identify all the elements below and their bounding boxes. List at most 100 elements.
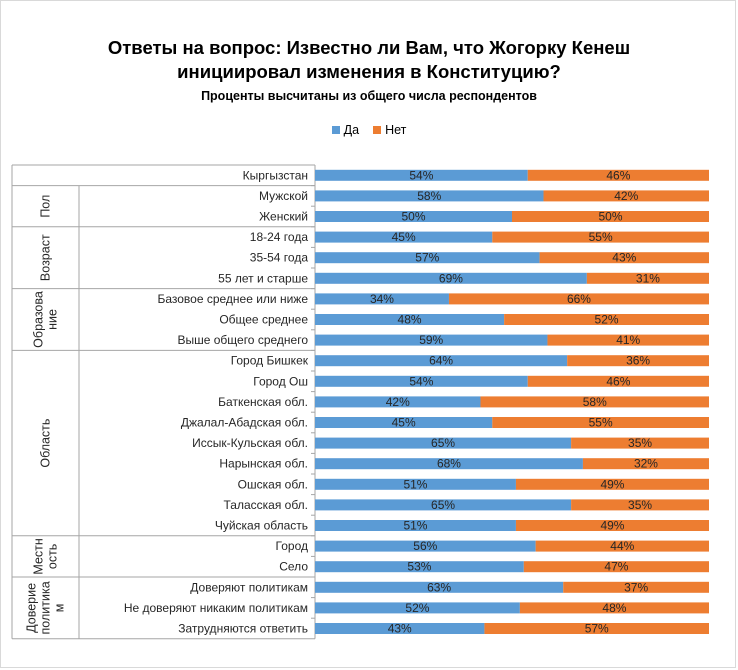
bar-no [547,334,709,346]
data-label-yes: 54% [409,168,433,182]
data-label-no: 35% [628,436,652,450]
data-label-no: 55% [589,230,613,244]
bar-yes [315,211,512,222]
data-label-no: 57% [585,622,609,636]
data-label-yes: 52% [405,601,429,615]
legend-item-no: Нет [373,123,406,137]
category-label: 18-24 года [250,230,309,244]
data-label-yes: 65% [431,436,455,450]
data-label-yes: 45% [392,230,416,244]
legend-label-yes: Да [343,123,360,137]
data-label-yes: 51% [403,519,427,533]
data-label-no: 36% [626,354,650,368]
data-label-yes: 57% [415,251,439,265]
data-label-yes: 68% [437,457,461,471]
bar-no [571,499,709,511]
data-label-yes: 48% [398,313,422,327]
legend-swatch-yes [331,126,340,134]
category-label: Баткенская обл. [218,395,308,409]
category-label: 55 лет и старше [218,271,308,285]
legend: Да Нет [0,123,738,137]
bar-no [515,520,709,531]
category-label: Общее среднее [219,313,308,327]
data-label-yes: 42% [386,395,410,409]
bar-yes [315,293,449,305]
data-label-yes: 64% [429,354,453,368]
data-label-yes: 63% [427,580,451,594]
data-label-yes: 45% [392,416,416,430]
data-label-yes: 51% [403,477,427,491]
data-label-no: 31% [636,271,660,285]
category-label: Базовое среднее или ниже [157,292,308,306]
data-label-no: 41% [616,333,640,347]
data-label-no: 49% [600,519,624,533]
bar-no [492,417,709,428]
legend-swatch-no [373,126,382,134]
bar-yes [315,396,481,408]
bar-no [527,375,709,387]
bar-no [515,478,709,490]
bar-no [484,623,709,634]
category-label: Не доверяют никаким политикам [124,601,308,615]
category-label: Город Бишкек [231,354,309,368]
group-label: Область [39,419,53,468]
bar-yes [315,190,544,202]
category-label: Выше общего среднего [177,333,308,347]
bar-no [504,314,709,325]
legend-item-yes: Да [331,123,360,137]
category-label: Село [279,560,308,574]
category-label: Иссык-Кульская обл. [192,436,308,450]
data-label-yes: 65% [431,498,455,512]
data-label-no: 35% [628,498,652,512]
category-label: Город [276,539,308,553]
data-label-yes: 54% [409,374,433,388]
bar-no [586,272,709,284]
bar-yes [315,478,516,490]
data-label-no: 32% [634,457,658,471]
data-label-yes: 56% [413,539,437,553]
category-label: Доверяют политикам [190,580,308,594]
category-label: Мужской [259,189,308,203]
bar-no [523,561,709,573]
data-label-no: 42% [614,189,638,203]
chart-title: Ответы на вопрос: Известно ли Вам, что Ж… [0,36,738,84]
bar-no [519,602,709,614]
bar-yes [315,602,520,614]
group-label: м [53,604,67,613]
bar-no [448,293,709,305]
data-label-no: 52% [595,313,619,327]
data-label-yes: 69% [439,271,463,285]
bar-yes [315,272,587,284]
data-label-no: 49% [600,477,624,491]
chart-subtitle: Проценты высчитаны из общего числа респо… [201,89,537,103]
group-label: Возраст [39,234,53,281]
category-label: 35-54 года [250,251,309,265]
bar-no [480,396,709,408]
category-label: Ошская обл. [238,477,308,491]
category-label: Город Ош [253,374,308,388]
data-label-no: 46% [606,168,630,182]
group-label: ость [46,544,60,569]
category-label: Женский [259,210,308,224]
bar-yes [315,169,528,181]
chart-title-line-1: Ответы на вопрос: Известно ли Вам, что Ж… [107,37,631,58]
bar-no [582,458,709,470]
bar-yes [315,499,572,511]
bar-yes [315,437,572,449]
category-label: Кыргызстан [243,168,308,182]
bar-yes [315,540,536,552]
data-label-no: 55% [589,416,613,430]
category-label: Джалал-Абадская обл. [181,416,308,430]
category-label: Затрудняются ответить [178,622,308,636]
data-label-no: 44% [610,539,634,553]
group-label: Пол [39,195,53,218]
group-label: Доверие [25,583,39,633]
data-label-yes: 34% [370,292,394,306]
bar-no [492,231,709,243]
bar-yes [315,417,493,428]
data-label-no: 37% [624,580,648,594]
data-label-no: 66% [567,292,591,306]
bar-yes [315,623,485,634]
